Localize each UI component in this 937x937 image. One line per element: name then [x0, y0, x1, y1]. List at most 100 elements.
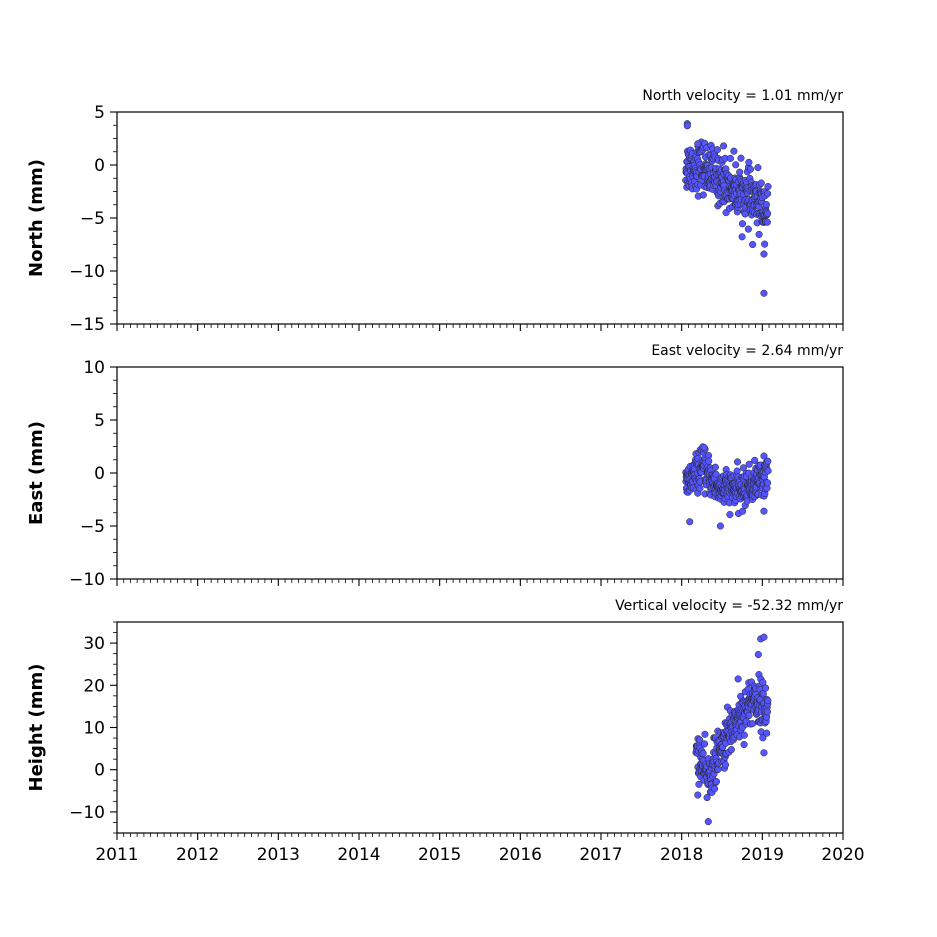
- height-data-point: [721, 761, 730, 769]
- height-data-point: [710, 785, 719, 793]
- east-panel: −10 −5 0 5 10 East velocity = 2.64 mm/yr East …: [26, 343, 844, 590]
- height-data-point: [759, 734, 767, 742]
- east-data-point: [705, 457, 713, 465]
- north-data-point: [760, 289, 768, 297]
- north-y-axis-label: North (mm): [26, 159, 47, 277]
- east-data-point: [712, 470, 720, 478]
- east-y-ticks: −10 −5 0 5 10: [69, 358, 117, 590]
- height-x-tick-label: 2012: [176, 845, 219, 865]
- north-axes-frame: [116, 111, 844, 325]
- height-y-tick-label: 20: [83, 676, 105, 696]
- north-data-point: [755, 230, 763, 238]
- east-data-point: [686, 518, 694, 526]
- north-y-tick-label: −10: [69, 262, 105, 282]
- east-x-ticks: [116, 579, 844, 586]
- height-data-point: [740, 740, 748, 749]
- east-data-point: [764, 467, 772, 475]
- north-y-tick-label: −5: [80, 209, 105, 229]
- height-y-tick-label: 30: [83, 634, 105, 654]
- east-data-point: [726, 510, 734, 519]
- height-data-point: [760, 633, 768, 641]
- east-data-point: [751, 456, 759, 464]
- east-points: [682, 443, 772, 530]
- north-data-point: [713, 146, 722, 154]
- north-data-point: [736, 168, 744, 176]
- height-data-point: [703, 794, 711, 802]
- height-data-point: [701, 730, 709, 738]
- height-data-point: [764, 697, 772, 705]
- height-y-tick-label: 0: [94, 761, 105, 781]
- height-data-point: [760, 749, 768, 757]
- height-data-point: [699, 749, 707, 757]
- height-data-point: [712, 778, 720, 786]
- east-data-point: [745, 460, 753, 468]
- height-x-tick-label: 2019: [741, 845, 784, 865]
- east-y-tick-label: −5: [80, 517, 105, 537]
- height-data-point: [759, 678, 767, 686]
- east-data-point: [764, 479, 772, 487]
- north-data-point: [761, 240, 769, 248]
- height-data-point: [695, 780, 703, 788]
- east-data-point: [711, 463, 719, 471]
- north-data-point: [738, 233, 746, 241]
- east-data-point: [739, 507, 747, 515]
- north-data-point: [694, 140, 702, 148]
- east-velocity-title: East velocity = 2.64 mm/yr: [651, 343, 843, 359]
- east-data-point: [764, 457, 772, 465]
- north-data-point: [720, 142, 728, 150]
- north-data-point: [683, 122, 691, 130]
- north-data-point: [764, 190, 772, 198]
- north-data-point: [732, 161, 740, 169]
- height-data-point: [748, 720, 757, 728]
- north-data-point: [764, 209, 772, 217]
- height-x-tick-label: 2020: [821, 845, 864, 865]
- north-panel: −15 −10 −5 0 5 North velocity = 1.01 mm/yr Nor…: [26, 88, 844, 335]
- height-data-point: [762, 684, 770, 692]
- height-data-point: [727, 746, 735, 754]
- height-data-point: [763, 708, 772, 716]
- height-velocity-title: Vertical velocity = -52.32 mm/yr: [615, 598, 843, 614]
- height-data-point: [694, 791, 702, 799]
- north-data-point: [762, 200, 770, 209]
- height-x-tick-label: 2018: [660, 845, 703, 865]
- north-y-ticks: −15 −10 −5 0 5: [69, 103, 117, 335]
- north-data-point: [746, 165, 754, 173]
- north-data-point: [764, 183, 772, 191]
- north-data-point: [763, 218, 771, 226]
- north-data-point: [726, 154, 734, 162]
- north-data-point: [738, 220, 747, 228]
- north-data-point: [757, 179, 765, 187]
- east-data-point: [739, 464, 747, 472]
- north-data-point: [744, 225, 752, 233]
- height-x-tick-label: 2013: [257, 845, 300, 865]
- north-x-ticks: [116, 324, 844, 331]
- north-data-point: [699, 191, 707, 199]
- north-data-point: [737, 154, 745, 162]
- height-y-axis-label: Height (mm): [26, 664, 47, 792]
- height-points: [692, 633, 772, 826]
- north-data-point: [754, 164, 762, 172]
- height-data-point: [763, 729, 771, 737]
- north-y-tick-label: 5: [94, 103, 105, 123]
- height-panel: 2011 2012 2013 2014 2015 2016 2017 2018 2019 2020…: [26, 598, 865, 865]
- north-data-point: [749, 240, 757, 249]
- north-velocity-title: North velocity = 1.01 mm/yr: [642, 88, 843, 104]
- north-y-tick-label: −15: [69, 315, 105, 335]
- height-x-tick-label: 2014: [337, 845, 380, 865]
- north-data-point: [730, 147, 738, 155]
- east-y-tick-label: 5: [94, 411, 105, 431]
- north-points: [682, 120, 772, 297]
- height-y-tick-label: −10: [69, 803, 105, 823]
- height-data-point: [754, 650, 762, 659]
- height-data-point: [745, 711, 753, 719]
- east-y-axis-label: East (mm): [26, 421, 47, 525]
- east-y-tick-label: 10: [83, 358, 105, 378]
- north-y-tick-label: 0: [94, 156, 105, 176]
- height-x-tick-label: 2016: [499, 845, 542, 865]
- height-x-tick-label: 2011: [95, 845, 138, 865]
- height-data-point: [734, 675, 742, 683]
- height-x-tick-label: 2017: [579, 845, 622, 865]
- north-data-point: [760, 250, 768, 258]
- east-data-point: [760, 452, 768, 460]
